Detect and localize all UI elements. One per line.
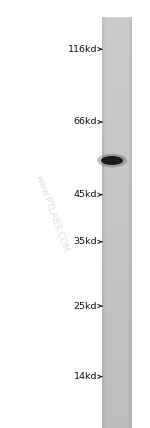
Text: 25kd: 25kd bbox=[74, 301, 97, 311]
Text: www.PTLAB3.COM: www.PTLAB3.COM bbox=[34, 174, 70, 254]
Text: 116kd: 116kd bbox=[68, 45, 97, 54]
Text: 14kd: 14kd bbox=[74, 372, 97, 381]
Ellipse shape bbox=[101, 156, 123, 165]
Bar bbox=[132, 0, 150, 428]
Text: 66kd: 66kd bbox=[74, 117, 97, 127]
Text: 35kd: 35kd bbox=[73, 237, 97, 247]
Ellipse shape bbox=[97, 154, 127, 167]
Text: 45kd: 45kd bbox=[74, 190, 97, 199]
